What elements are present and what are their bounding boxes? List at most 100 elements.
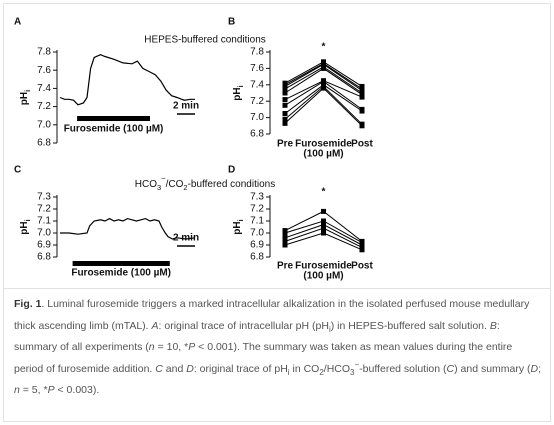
x-tick-label: Furosemide <box>295 139 352 150</box>
significance-mark: * <box>322 187 326 198</box>
point <box>321 230 326 236</box>
point <box>282 238 288 244</box>
divider <box>3 288 551 289</box>
y-axis-label: pHi <box>19 219 33 234</box>
caption-run: P <box>47 384 55 396</box>
y-axis-label: pHi <box>232 219 246 234</box>
caption-run: i <box>328 324 331 334</box>
caption-run: : original trace of pH <box>193 362 288 375</box>
y-axis-label: pHi <box>19 90 33 105</box>
y-tick-label: 7.2 <box>250 204 264 215</box>
caption-run: 2 <box>319 367 324 377</box>
caption-run: < 0.001). The summary was taken as mean … <box>14 341 513 375</box>
y-tick-label: 7.2 <box>37 204 51 215</box>
y-tick-label: 7.4 <box>250 79 264 90</box>
point <box>282 111 288 116</box>
y-tick-label: 6.9 <box>37 240 51 251</box>
x-tick-label: Furosemide <box>295 261 352 272</box>
panel-letter: D <box>228 165 235 176</box>
x-tick-sublabel: (100 µM) <box>303 149 343 160</box>
y-tick-label: 7.3 <box>250 192 264 203</box>
title-part: 3 <box>157 183 161 192</box>
y-axis-label-part: i <box>236 219 245 221</box>
caption-run: B <box>489 319 497 332</box>
y-tick-label: 7.2 <box>250 96 264 107</box>
title-part: -buffered conditions <box>188 179 276 190</box>
y-axis-label-part: pH <box>19 221 30 234</box>
x-tick-label: Pre <box>277 261 294 272</box>
point <box>359 123 365 129</box>
caption-run: . Luminal furosemide triggers a marked i… <box>14 298 530 332</box>
y-tick-label: 6.9 <box>250 240 264 251</box>
caption-run: D <box>186 362 194 375</box>
caption-run: i <box>287 367 290 377</box>
y-tick-label: 7.3 <box>37 192 51 203</box>
y-tick-label: 6.8 <box>250 252 264 263</box>
title-part: /CO <box>166 179 184 190</box>
scale-bar-label: 2 min <box>173 233 199 244</box>
y-tick-label: 6.8 <box>37 138 51 149</box>
caption-run: and <box>162 362 187 375</box>
point <box>282 90 288 96</box>
caption-run: /HCO <box>323 362 351 375</box>
caption-run: in CO <box>289 362 320 375</box>
y-tick-label: 7.2 <box>37 101 51 112</box>
panel-letter: C <box>14 165 21 176</box>
point <box>321 79 326 85</box>
panel-title: HCO3−/CO2-buffered conditions <box>135 174 275 192</box>
panel-letter: A <box>14 17 21 28</box>
y-axis-label: pHi <box>232 85 246 100</box>
caption-run: ) in HEPES-buffered salt solution. <box>330 319 490 332</box>
point <box>282 120 288 126</box>
caption: Fig. 1. Luminal furosemide triggers a ma… <box>14 294 542 402</box>
point <box>282 116 288 122</box>
point <box>282 86 288 92</box>
y-tick-label: 7.8 <box>250 47 264 58</box>
y-tick-label: 6.8 <box>250 129 264 140</box>
significance-mark: * <box>322 42 326 53</box>
trace <box>60 217 196 240</box>
caption-run: C <box>446 362 455 375</box>
y-axis-label-part: i <box>23 219 32 221</box>
panel-letter: B <box>228 17 235 28</box>
point <box>321 222 326 228</box>
caption-run: < 0.003). <box>54 384 100 396</box>
caption-run: : original trace of intracellular pH (pH <box>158 319 329 332</box>
trace <box>59 54 195 106</box>
caption-run: : summary of all experiments ( <box>14 319 500 354</box>
point <box>321 225 326 231</box>
caption-run: ; <box>538 362 542 375</box>
point <box>359 94 365 100</box>
caption-run: − <box>354 360 360 369</box>
caption-run: Fig. 1 <box>14 298 42 310</box>
point <box>321 208 326 214</box>
furosemide-bar <box>72 261 170 266</box>
y-axis-label-part: pH <box>19 92 30 105</box>
caption-run: = 5, * <box>19 384 48 396</box>
y-tick-label: 7.1 <box>37 216 51 227</box>
caption-run: -buffered solution ( <box>359 362 447 375</box>
x-tick-sublabel: (100 µM) <box>303 271 343 282</box>
caption-run: 3 <box>350 367 355 377</box>
y-tick-label: 7.8 <box>37 47 51 58</box>
furosemide-label: Furosemide (100 µM) <box>64 124 164 135</box>
x-tick-label: Post <box>351 261 373 272</box>
figure-card <box>3 3 551 422</box>
furosemide-bar <box>77 116 150 121</box>
point <box>282 242 288 248</box>
y-axis-label-part: i <box>23 90 32 92</box>
y-axis-label-part: pH <box>232 87 243 100</box>
title-part: − <box>161 174 166 183</box>
point <box>321 65 326 71</box>
y-axis-label-part: pH <box>232 221 243 234</box>
scale-bar-label: 2 min <box>173 101 199 112</box>
caption-run: A <box>151 319 159 332</box>
y-tick-label: 7.4 <box>37 83 51 94</box>
point <box>282 235 288 241</box>
y-tick-label: 7.0 <box>37 119 51 130</box>
point <box>282 102 288 108</box>
caption-run: D <box>530 362 539 375</box>
figure: A HEPES-buffered conditions 6.8 7.0 7.2 7.4 7.… <box>14 17 374 282</box>
panel-title: HEPES-buffered conditions <box>144 35 266 46</box>
